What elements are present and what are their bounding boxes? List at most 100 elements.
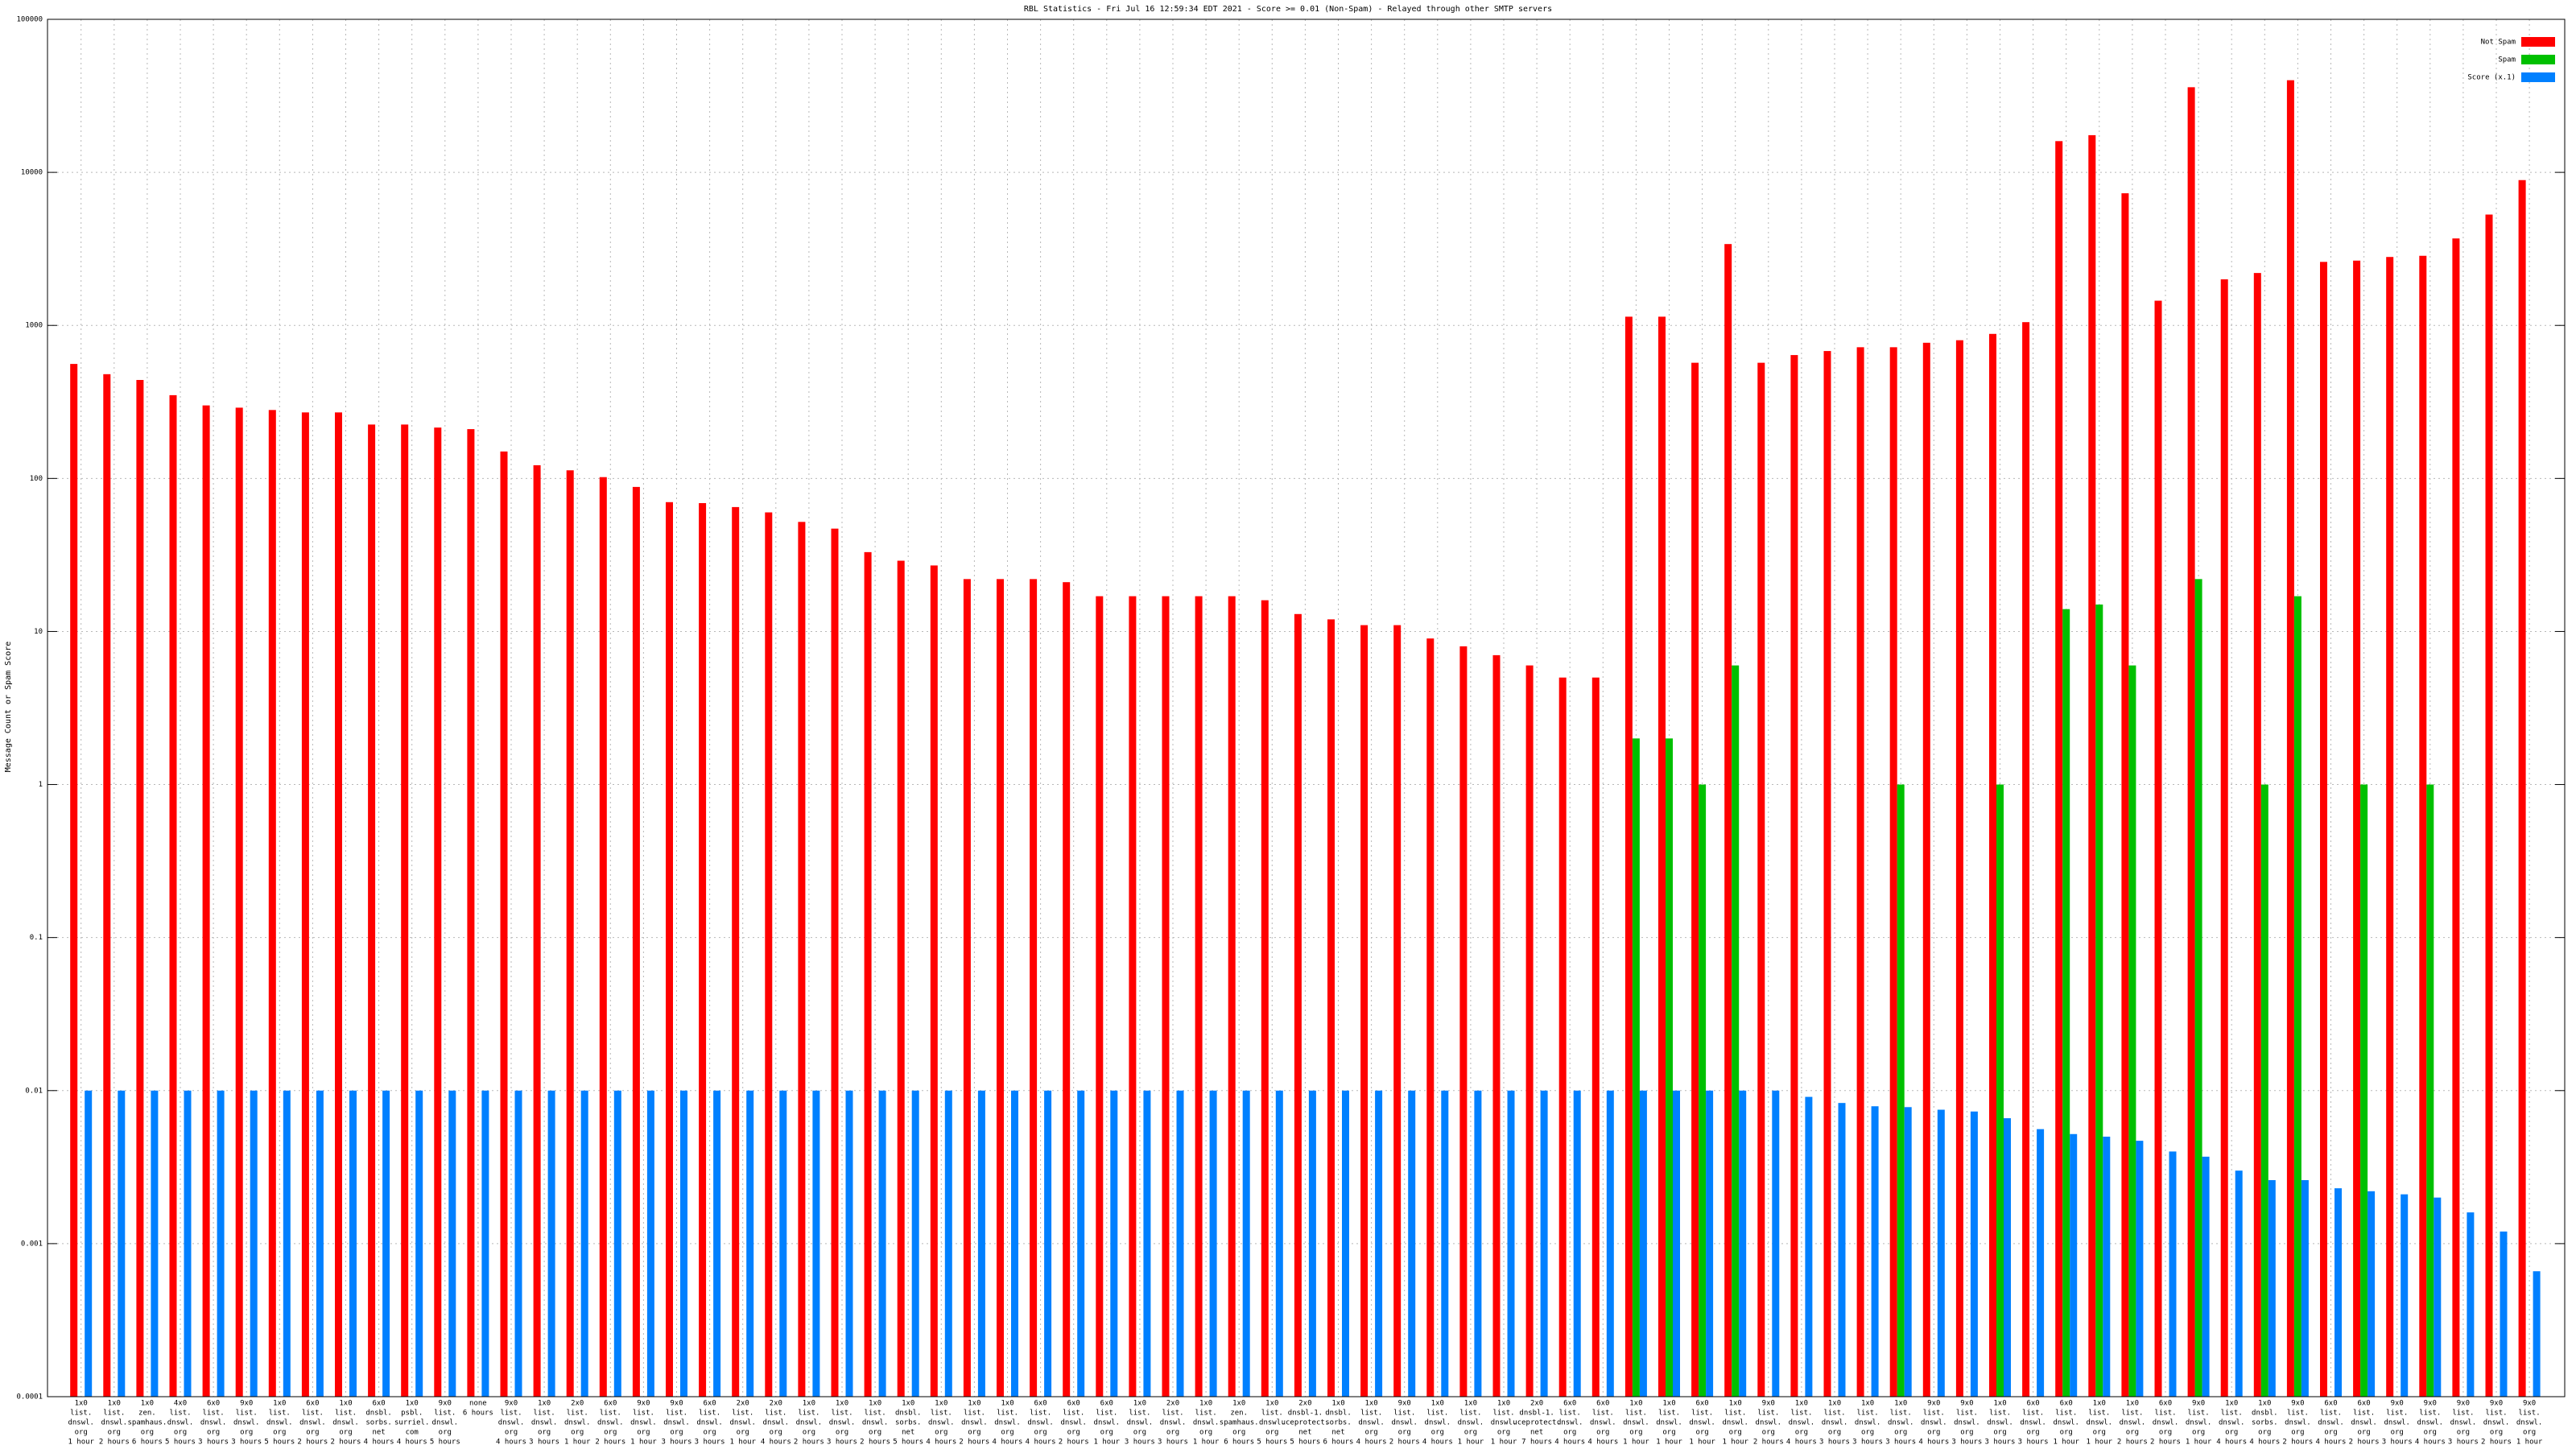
x-tick-label: dnswl. xyxy=(432,1419,459,1427)
x-tick-label: list. xyxy=(2154,1410,2176,1418)
x-tick-label: org xyxy=(339,1429,352,1437)
x-tick-label: 1 hour xyxy=(1491,1439,1517,1447)
x-tick-label: dnsbl. xyxy=(365,1410,392,1418)
x-tick-label: list. xyxy=(831,1410,852,1418)
x-tick-label: sorbs. xyxy=(2252,1419,2278,1427)
x-tick-label: dnswl. xyxy=(2285,1419,2311,1427)
x-tick-label: 1x0 xyxy=(1331,1400,1344,1408)
x-tick-label: 2x0 xyxy=(571,1400,584,1408)
bar xyxy=(2055,141,2063,1397)
x-tick-label: 6x0 xyxy=(1100,1400,1113,1408)
x-tick-label: dnsbl. xyxy=(895,1410,922,1418)
x-tick-label: org xyxy=(1695,1429,1708,1437)
x-tick-label: org xyxy=(2424,1429,2437,1437)
x-tick-label: none xyxy=(469,1400,487,1408)
x-tick-label: 1x0 xyxy=(1232,1400,1245,1408)
x-tick-label: 4 hours xyxy=(2216,1439,2247,1447)
x-tick-label: org xyxy=(2523,1429,2536,1437)
x-tick-label: org xyxy=(670,1429,683,1437)
bar xyxy=(812,1090,820,1397)
x-tick-label: 2 hours xyxy=(1059,1439,1089,1447)
bar xyxy=(1110,1090,1118,1397)
x-tick-label: 1 hour xyxy=(2053,1439,2079,1447)
x-tick-label: 3 hours xyxy=(529,1439,559,1447)
y-tick-label: 0.01 xyxy=(25,1087,43,1095)
bar xyxy=(118,1090,126,1397)
bar xyxy=(1856,347,1864,1397)
bar xyxy=(103,374,111,1397)
x-tick-label: dnswl. xyxy=(1458,1419,1484,1427)
bar xyxy=(1209,1090,1217,1397)
x-tick-label: 2 hours xyxy=(331,1439,361,1447)
bar xyxy=(2426,784,2434,1397)
bar xyxy=(1063,582,1071,1397)
y-tick-label: 0.001 xyxy=(21,1240,43,1248)
plot-frame xyxy=(47,19,2566,1397)
bar xyxy=(897,560,905,1397)
bar xyxy=(2452,238,2460,1397)
x-tick-label: dnswl. xyxy=(2153,1419,2179,1427)
x-tick-label: dnswl. xyxy=(2351,1419,2377,1427)
x-tick-label: 2 hours xyxy=(595,1439,625,1447)
x-tick-label: org xyxy=(1001,1429,1013,1437)
x-tick-label: 3 hours xyxy=(2382,1439,2413,1447)
x-tick-label: list. xyxy=(1030,1410,1051,1418)
bar xyxy=(632,486,640,1397)
bar xyxy=(1989,333,1996,1397)
bar xyxy=(1176,1090,1184,1397)
x-tick-label: list. xyxy=(1790,1410,1812,1418)
x-tick-label: 1 hour xyxy=(729,1439,756,1447)
x-tick-label: list. xyxy=(2221,1410,2243,1418)
bar xyxy=(434,427,442,1397)
bar xyxy=(514,1090,522,1397)
bar xyxy=(1459,646,1468,1397)
bar xyxy=(746,1090,754,1397)
x-tick-label: 1x0 xyxy=(902,1400,914,1408)
bar xyxy=(1492,654,1501,1397)
x-tick-label: 3 hours xyxy=(827,1439,857,1447)
x-tick-label: org xyxy=(1232,1429,1245,1437)
x-tick-label: 6 hours xyxy=(1323,1439,1354,1447)
x-tick-label: dnswl. xyxy=(266,1419,293,1427)
bar xyxy=(765,512,773,1397)
bar xyxy=(2095,604,2103,1397)
bar xyxy=(1426,638,1435,1397)
bar xyxy=(1077,1090,1085,1397)
x-tick-label: list. xyxy=(103,1410,125,1418)
bar xyxy=(1195,596,1203,1397)
x-tick-label: 5 hours xyxy=(430,1439,460,1447)
x-tick-label: list. xyxy=(732,1410,753,1418)
x-tick-label: org xyxy=(1133,1429,1146,1437)
x-tick-label: 1x0 xyxy=(2258,1400,2271,1408)
x-tick-label: list. xyxy=(699,1410,720,1418)
y-tick-label: 100000 xyxy=(16,16,43,24)
x-tick-label: list. xyxy=(964,1410,985,1418)
x-tick-label: dnswl. xyxy=(928,1419,955,1427)
x-tick-label: 4 hours xyxy=(926,1439,956,1447)
bar xyxy=(368,424,376,1397)
x-tick-label: org xyxy=(2159,1429,2172,1437)
bar xyxy=(2004,1118,2011,1397)
x-tick-label: 9x0 xyxy=(670,1400,683,1408)
bar xyxy=(1922,342,1930,1397)
x-tick-label: 1x0 xyxy=(141,1400,154,1408)
x-tick-label: 1 hour xyxy=(564,1439,591,1447)
x-tick-label: 1 hour xyxy=(1458,1439,1484,1447)
x-tick-label: dnswl. xyxy=(2020,1419,2046,1427)
x-tick-label: org xyxy=(1795,1429,1808,1437)
bar xyxy=(1772,1090,1780,1397)
x-tick-label: 4 hours xyxy=(496,1439,526,1447)
x-tick-label: 6x0 xyxy=(1695,1400,1708,1408)
x-tick-label: list. xyxy=(500,1410,522,1418)
x-tick-label: 4 hours xyxy=(1356,1439,1387,1447)
bar xyxy=(2253,273,2261,1397)
x-tick-label: 9x0 xyxy=(2424,1400,2437,1408)
x-tick-label: org xyxy=(1497,1429,1510,1437)
x-tick-label: dnswl. xyxy=(2318,1419,2344,1427)
x-tick-label: 3 hours xyxy=(1125,1439,1155,1447)
bar xyxy=(997,579,1004,1397)
x-tick-label: list. xyxy=(1393,1410,1415,1418)
x-tick-label: dnswl. xyxy=(1921,1419,1947,1427)
x-tick-label: list. xyxy=(2055,1410,2077,1418)
